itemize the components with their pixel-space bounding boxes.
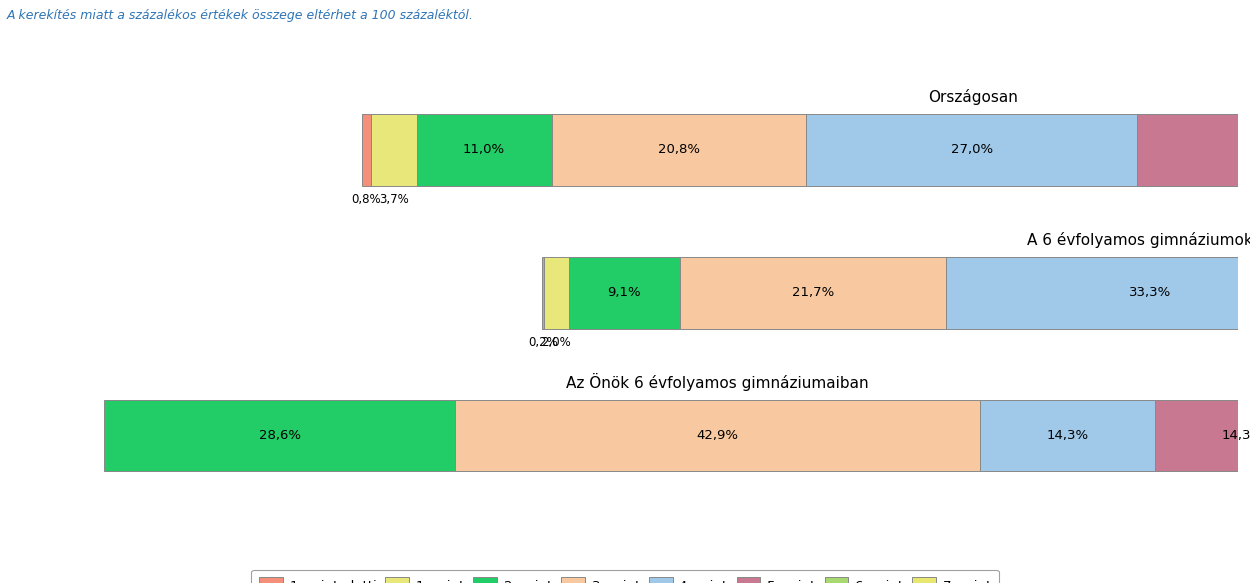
Bar — [806, 114, 1138, 185]
Text: 2,0%: 2,0% — [541, 336, 571, 349]
Text: 0,8%: 0,8% — [351, 194, 381, 206]
Bar — [1138, 114, 1250, 185]
Bar — [416, 114, 551, 185]
Text: 20,8%: 20,8% — [658, 143, 700, 156]
Text: 21,7%: 21,7% — [792, 286, 834, 299]
Text: Országosan: Országosan — [929, 89, 1019, 105]
Text: A 6 évfolyamos gimnáziumokban: A 6 évfolyamos gimnáziumokban — [1028, 232, 1250, 248]
Bar — [541, 257, 544, 329]
Bar — [371, 114, 416, 185]
Bar — [946, 257, 1250, 329]
Text: 27,0%: 27,0% — [950, 143, 992, 156]
Text: 33,3%: 33,3% — [1129, 286, 1171, 299]
Text: Az Önök 6 évfolyamos gimnáziumaiban: Az Önök 6 évfolyamos gimnáziumaiban — [566, 373, 869, 391]
Bar — [544, 257, 569, 329]
Text: 28,6%: 28,6% — [259, 429, 300, 442]
Bar — [569, 257, 680, 329]
Bar — [551, 114, 806, 185]
Text: 0,2%: 0,2% — [528, 336, 558, 349]
Text: 11,0%: 11,0% — [462, 143, 505, 156]
Text: 42,9%: 42,9% — [696, 429, 739, 442]
Bar — [455, 400, 980, 472]
Text: 3,7%: 3,7% — [379, 194, 409, 206]
Text: A kerekítés miatt a százalékos értékek összege eltérhet a 100 százaléktól.: A kerekítés miatt a százalékos értékek ö… — [6, 9, 472, 22]
Text: 14,3%: 14,3% — [1046, 429, 1089, 442]
Bar — [1155, 400, 1250, 472]
Text: 9,1%: 9,1% — [608, 286, 641, 299]
Bar — [680, 257, 946, 329]
Bar — [980, 400, 1155, 472]
Legend: 1. szint alatti, 1. szint, 2. szint, 3. szint, 4. szint, 5. szint, 6. szint, 7. : 1. szint alatti, 1. szint, 2. szint, 3. … — [251, 570, 999, 583]
Bar — [105, 400, 455, 472]
Text: 14,3%: 14,3% — [1222, 429, 1250, 442]
Bar — [361, 114, 371, 185]
